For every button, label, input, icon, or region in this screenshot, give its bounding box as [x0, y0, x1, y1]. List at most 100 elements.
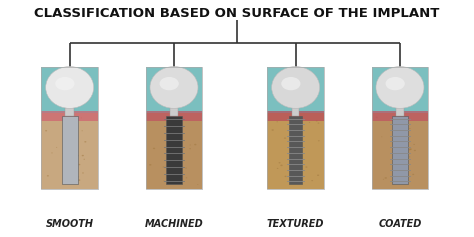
Ellipse shape — [376, 67, 424, 108]
Ellipse shape — [66, 160, 68, 161]
Ellipse shape — [82, 172, 84, 173]
Ellipse shape — [397, 128, 400, 130]
Ellipse shape — [84, 141, 86, 142]
Bar — [267, 113, 324, 189]
Ellipse shape — [150, 67, 198, 108]
Ellipse shape — [296, 172, 298, 173]
Ellipse shape — [407, 141, 409, 143]
Ellipse shape — [170, 157, 171, 158]
Ellipse shape — [384, 177, 387, 179]
Bar — [392, 116, 408, 184]
Bar — [62, 116, 78, 184]
Ellipse shape — [406, 183, 407, 184]
Ellipse shape — [410, 148, 412, 150]
Ellipse shape — [301, 118, 302, 119]
Ellipse shape — [166, 150, 167, 151]
Bar — [41, 67, 98, 189]
Ellipse shape — [82, 130, 83, 131]
Bar — [41, 113, 98, 189]
Ellipse shape — [311, 180, 313, 181]
Ellipse shape — [190, 145, 191, 146]
Bar — [372, 67, 428, 113]
Ellipse shape — [78, 164, 81, 165]
Bar — [146, 67, 202, 189]
Ellipse shape — [396, 159, 398, 161]
Text: MACHINED: MACHINED — [145, 219, 203, 229]
Ellipse shape — [272, 67, 319, 108]
Ellipse shape — [409, 149, 411, 150]
Bar — [146, 67, 202, 113]
Ellipse shape — [284, 176, 287, 177]
Bar — [170, 108, 178, 116]
Ellipse shape — [153, 148, 155, 149]
Ellipse shape — [402, 148, 404, 150]
Ellipse shape — [292, 163, 293, 164]
Bar — [146, 111, 202, 121]
Bar — [292, 108, 299, 116]
Ellipse shape — [45, 130, 47, 132]
Ellipse shape — [170, 143, 171, 144]
Ellipse shape — [163, 180, 164, 182]
Ellipse shape — [186, 177, 187, 178]
Ellipse shape — [317, 174, 319, 176]
Ellipse shape — [392, 137, 394, 138]
Ellipse shape — [171, 147, 172, 148]
Ellipse shape — [185, 168, 187, 169]
Ellipse shape — [279, 162, 281, 164]
Ellipse shape — [305, 166, 308, 168]
Bar — [166, 116, 182, 184]
Ellipse shape — [194, 144, 196, 145]
Ellipse shape — [81, 117, 82, 118]
Ellipse shape — [293, 166, 294, 167]
Ellipse shape — [55, 77, 74, 90]
Bar — [372, 113, 428, 189]
Ellipse shape — [171, 118, 173, 119]
Ellipse shape — [272, 129, 274, 131]
Ellipse shape — [160, 77, 179, 90]
Ellipse shape — [46, 67, 94, 108]
Bar — [267, 67, 324, 113]
Ellipse shape — [82, 155, 84, 156]
Ellipse shape — [51, 152, 53, 153]
Ellipse shape — [383, 179, 384, 180]
Text: TEXTURED: TEXTURED — [267, 219, 324, 229]
Ellipse shape — [376, 117, 378, 118]
Ellipse shape — [163, 166, 164, 168]
Bar — [396, 108, 404, 116]
Ellipse shape — [63, 153, 64, 154]
Ellipse shape — [77, 155, 79, 156]
Text: SMOOTH: SMOOTH — [46, 219, 94, 229]
Ellipse shape — [284, 137, 286, 139]
Ellipse shape — [78, 179, 80, 181]
Bar — [267, 111, 324, 121]
Bar — [267, 67, 324, 189]
Ellipse shape — [177, 181, 179, 182]
Bar — [65, 108, 74, 116]
Ellipse shape — [76, 128, 77, 129]
Ellipse shape — [197, 184, 199, 185]
Ellipse shape — [189, 148, 191, 149]
Ellipse shape — [309, 122, 310, 123]
Bar — [41, 67, 98, 113]
Ellipse shape — [393, 184, 395, 185]
Bar — [372, 67, 428, 189]
Bar — [372, 111, 428, 121]
Ellipse shape — [409, 156, 410, 157]
Ellipse shape — [277, 168, 278, 169]
Ellipse shape — [149, 164, 152, 166]
Ellipse shape — [276, 121, 278, 122]
Ellipse shape — [318, 123, 319, 124]
Ellipse shape — [164, 147, 165, 148]
Ellipse shape — [280, 164, 283, 166]
Ellipse shape — [47, 175, 49, 177]
Ellipse shape — [318, 140, 319, 141]
Ellipse shape — [409, 128, 410, 129]
Ellipse shape — [412, 174, 414, 175]
Ellipse shape — [78, 176, 79, 177]
Text: CLASSIFICATION BASED ON SURFACE OF THE IMPLANT: CLASSIFICATION BASED ON SURFACE OF THE I… — [34, 7, 440, 20]
Ellipse shape — [181, 183, 182, 184]
Ellipse shape — [413, 144, 415, 145]
Bar — [146, 113, 202, 189]
Ellipse shape — [281, 77, 301, 90]
Ellipse shape — [385, 77, 405, 90]
